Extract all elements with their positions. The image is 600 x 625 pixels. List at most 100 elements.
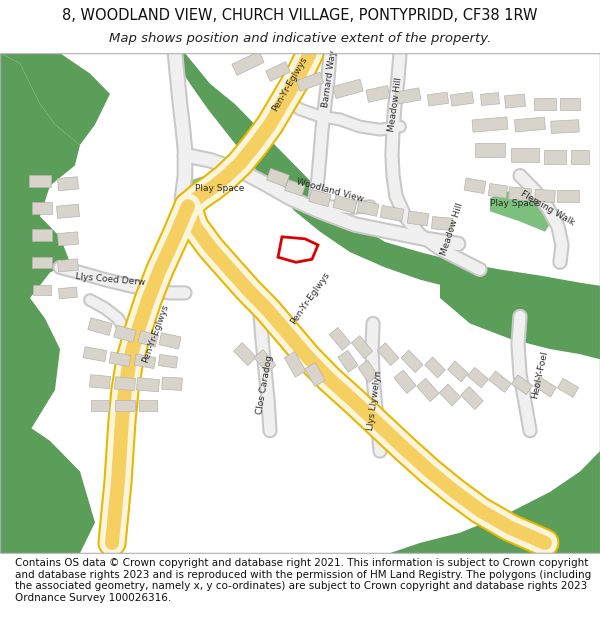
Polygon shape <box>370 451 600 553</box>
Polygon shape <box>296 72 323 91</box>
Polygon shape <box>475 143 505 158</box>
Polygon shape <box>32 257 52 268</box>
Polygon shape <box>309 189 331 207</box>
Polygon shape <box>551 120 579 134</box>
Polygon shape <box>358 361 378 382</box>
Polygon shape <box>329 328 350 350</box>
Polygon shape <box>158 354 178 368</box>
Polygon shape <box>30 53 70 104</box>
Polygon shape <box>395 88 421 104</box>
Polygon shape <box>535 189 556 202</box>
Polygon shape <box>278 237 318 262</box>
Text: Contains OS data © Crown copyright and database right 2021. This information is : Contains OS data © Crown copyright and d… <box>15 558 591 603</box>
Polygon shape <box>89 375 110 389</box>
Polygon shape <box>533 377 556 397</box>
Polygon shape <box>401 350 423 372</box>
Polygon shape <box>472 117 508 132</box>
Text: Heol-Y-Foel: Heol-Y-Foel <box>530 350 550 399</box>
Polygon shape <box>91 399 109 411</box>
Polygon shape <box>451 92 473 106</box>
Polygon shape <box>557 378 578 398</box>
Polygon shape <box>33 285 51 295</box>
Polygon shape <box>32 202 52 214</box>
Polygon shape <box>161 377 182 391</box>
Text: Fleming Walk: Fleming Walk <box>520 189 577 228</box>
Polygon shape <box>29 174 51 187</box>
Polygon shape <box>511 148 539 162</box>
Polygon shape <box>254 349 276 373</box>
Polygon shape <box>180 176 210 216</box>
Text: Play Space: Play Space <box>490 199 539 208</box>
Polygon shape <box>511 375 533 394</box>
Polygon shape <box>557 190 579 202</box>
Text: Meadow Hill: Meadow Hill <box>387 76 403 132</box>
Polygon shape <box>58 259 79 272</box>
Polygon shape <box>266 168 289 187</box>
Polygon shape <box>338 350 358 372</box>
Polygon shape <box>440 268 600 359</box>
Polygon shape <box>305 362 325 386</box>
Polygon shape <box>357 200 379 216</box>
Polygon shape <box>509 187 532 201</box>
Polygon shape <box>534 98 556 110</box>
Polygon shape <box>467 368 488 388</box>
Polygon shape <box>366 86 390 102</box>
Polygon shape <box>109 352 131 366</box>
Polygon shape <box>515 117 545 132</box>
Polygon shape <box>139 399 157 411</box>
Polygon shape <box>285 179 305 196</box>
Text: Pen-Yr-Eglwys: Pen-Yr-Eglwys <box>289 270 331 326</box>
Polygon shape <box>571 150 589 164</box>
Polygon shape <box>114 325 136 342</box>
Polygon shape <box>333 196 357 213</box>
Polygon shape <box>58 177 79 191</box>
Polygon shape <box>233 342 256 366</box>
Polygon shape <box>58 232 79 246</box>
Polygon shape <box>431 216 452 231</box>
Polygon shape <box>417 378 439 401</box>
Text: Woodland View: Woodland View <box>295 177 365 204</box>
Polygon shape <box>394 370 416 394</box>
Polygon shape <box>59 287 77 299</box>
Polygon shape <box>464 178 486 194</box>
Polygon shape <box>115 399 135 411</box>
Text: Play Space: Play Space <box>196 184 245 193</box>
Text: Pen-Yr-Eglwys: Pen-Yr-Eglwys <box>140 303 170 364</box>
Polygon shape <box>489 371 511 392</box>
Polygon shape <box>83 347 107 362</box>
Polygon shape <box>88 318 112 336</box>
Polygon shape <box>544 150 566 164</box>
Polygon shape <box>0 53 110 145</box>
Polygon shape <box>232 51 264 76</box>
Polygon shape <box>427 92 449 106</box>
Polygon shape <box>377 342 399 366</box>
Polygon shape <box>448 361 469 382</box>
Polygon shape <box>170 53 600 313</box>
Text: Pen-Yr-Eglwys: Pen-Yr-Eglwys <box>271 55 310 112</box>
Polygon shape <box>32 229 52 241</box>
Polygon shape <box>0 53 80 451</box>
Polygon shape <box>488 184 508 198</box>
Polygon shape <box>505 94 526 108</box>
Text: Barnard Way: Barnard Way <box>322 49 338 108</box>
Polygon shape <box>159 332 181 349</box>
Polygon shape <box>56 204 79 218</box>
Text: Meadow Hill: Meadow Hill <box>439 201 465 256</box>
Polygon shape <box>284 352 305 377</box>
Text: Map shows position and indicative extent of the property.: Map shows position and indicative extent… <box>109 32 491 45</box>
Polygon shape <box>137 378 160 392</box>
Polygon shape <box>461 386 484 409</box>
Text: 8, WOODLAND VIEW, CHURCH VILLAGE, PONTYPRIDD, CF38 1RW: 8, WOODLAND VIEW, CHURCH VILLAGE, PONTYP… <box>62 8 538 23</box>
Text: Clos Caradog: Clos Caradog <box>256 354 275 415</box>
Polygon shape <box>134 354 156 369</box>
Polygon shape <box>407 211 429 226</box>
Polygon shape <box>481 92 499 106</box>
Polygon shape <box>352 336 373 358</box>
Polygon shape <box>0 421 95 553</box>
Polygon shape <box>266 62 290 81</box>
Polygon shape <box>560 98 580 110</box>
Text: Llys Llywelyn: Llys Llywelyn <box>367 369 383 431</box>
Polygon shape <box>425 357 445 378</box>
Polygon shape <box>439 384 461 406</box>
Polygon shape <box>380 206 404 221</box>
